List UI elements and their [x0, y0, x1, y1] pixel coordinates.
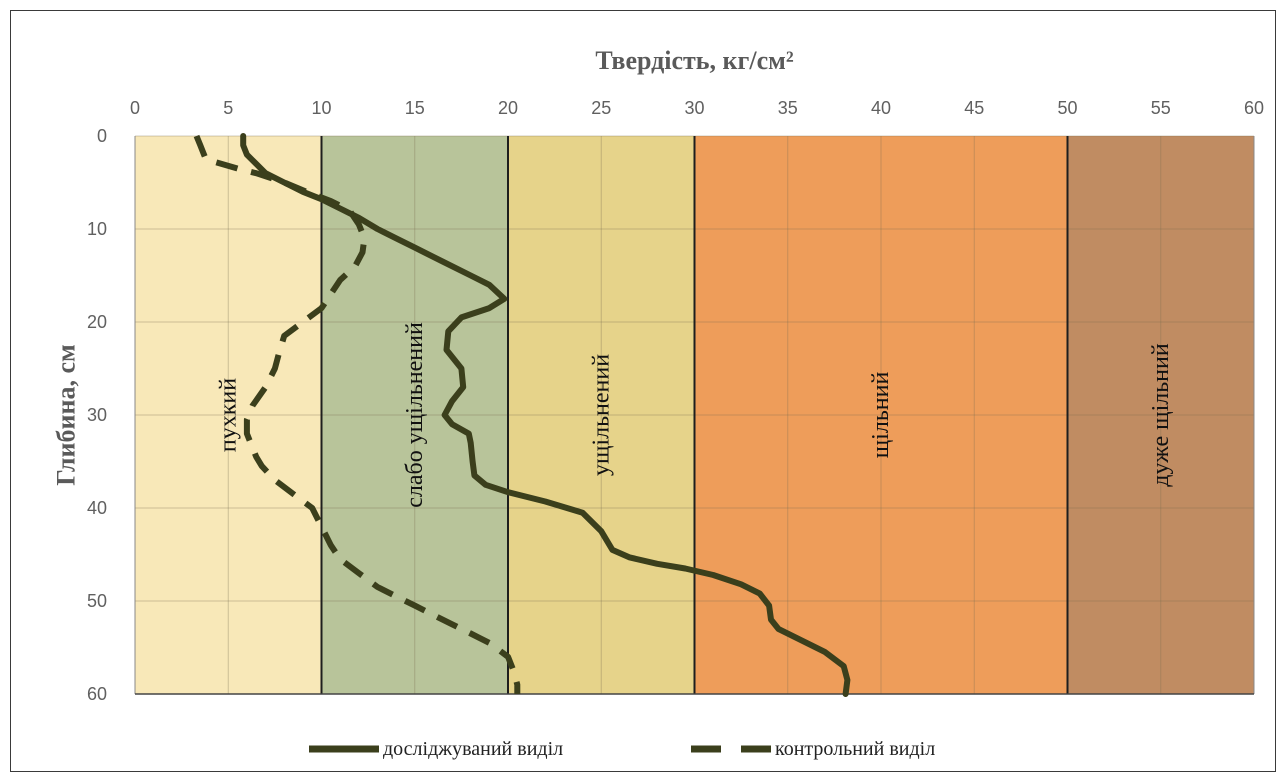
y-tick-label: 10: [87, 219, 107, 239]
zone-1: [321, 136, 508, 694]
legend-label-studied: досліджуваний виділ: [383, 738, 563, 760]
chart-svg: пухкий слабо ущільнений ущільнений щільний д…: [52, 46, 1265, 760]
legend-label-control: контрольний виділ: [775, 738, 935, 760]
x-tick-label: 10: [311, 98, 331, 118]
x-tick-label: 0: [130, 98, 140, 118]
y-axis-title: Глибина, см: [52, 344, 81, 485]
chart-frame: пухкий слабо ущільнений ущільнений щільний д…: [10, 10, 1276, 772]
zone-0: [135, 136, 322, 694]
series-control-line: [193, 134, 521, 694]
zone-label-0: пухкий: [215, 378, 241, 452]
x-tick-label: 55: [1151, 98, 1171, 118]
y-tick-label: 30: [87, 405, 107, 425]
x-tick-label: 20: [498, 98, 518, 118]
x-tick-label: 5: [223, 98, 233, 118]
y-tick-label: 20: [87, 312, 107, 332]
y-tick-label: 60: [87, 684, 107, 704]
y-tick-labels: 0 10 20 30 40 50 60: [87, 126, 107, 704]
zone-4: [1067, 136, 1254, 694]
series-studied-line: [240, 133, 851, 697]
x-tick-label: 35: [778, 98, 798, 118]
x-tick-label: 30: [684, 98, 704, 118]
x-tick-label: 25: [591, 98, 611, 118]
y-tick-label: 50: [87, 591, 107, 611]
zone-boundaries: [134, 136, 1255, 695]
zone-3: [694, 136, 1068, 694]
zone-labels: пухкий слабо ущільнений ущільнений щільний д…: [215, 322, 1174, 508]
x-tick-label: 15: [405, 98, 425, 118]
x-tick-label: 45: [964, 98, 984, 118]
x-tick-label: 50: [1057, 98, 1077, 118]
legend: досліджуваний виділ контрольний виділ: [309, 738, 935, 760]
x-axis-title: Твердість, кг/см²: [595, 46, 793, 75]
y-tick-label: 40: [87, 498, 107, 518]
zone-label-1: слабо ущільнений: [402, 322, 428, 508]
y-tick-label: 0: [97, 126, 107, 146]
x-tick-labels: 0 5 10 15 20 25 30 35 40 45 50 55 60: [130, 98, 1264, 118]
x-tick-label: 40: [871, 98, 891, 118]
zone-label-3: щільний: [868, 372, 894, 459]
zone-label-2: ущільнений: [588, 354, 614, 476]
zone-label-4: дуже щільний: [1148, 343, 1174, 487]
zone-2: [508, 136, 695, 694]
series-lines: [193, 133, 851, 697]
hardness-zones: [135, 136, 1254, 694]
x-tick-label: 60: [1244, 98, 1264, 118]
